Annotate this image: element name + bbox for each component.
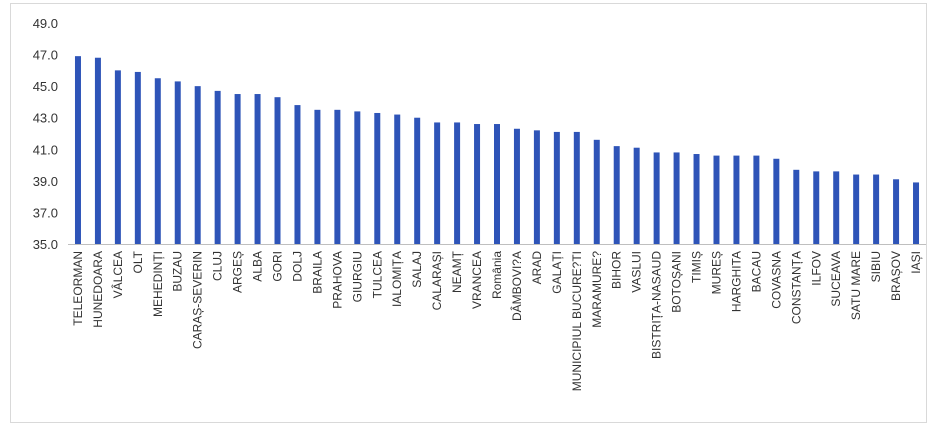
category-label: GIURGIU [350, 251, 364, 302]
bar [294, 105, 301, 244]
bar [533, 130, 540, 244]
bar [653, 152, 660, 244]
category-label: MUREȘ [709, 251, 723, 294]
category-label: VRANCEA [470, 251, 484, 309]
category-label: BUZAU [171, 251, 185, 292]
bar [254, 94, 261, 245]
bar [234, 94, 241, 245]
category-label: SUCEAVA [829, 251, 843, 307]
bar [454, 122, 461, 244]
category-label: CARAȘ-SEVERIN [191, 251, 205, 349]
bar [334, 109, 341, 244]
category-label: DÂMBOVI?A [509, 251, 524, 321]
category-label: SATU MARE [849, 251, 863, 320]
y-tick-label: 41.0 [33, 142, 58, 157]
bar [394, 114, 401, 244]
category-label: BOTOȘANI [670, 251, 684, 313]
category-label: TULCEA [370, 251, 384, 298]
category-label: HUNEDOARA [91, 251, 105, 328]
category-label: ILFOV [809, 251, 823, 286]
bar [873, 174, 880, 244]
category-label: OLT [131, 250, 145, 273]
category-label: IAȘI [909, 251, 923, 274]
bar [194, 86, 201, 245]
category-label: ARAD [530, 251, 544, 285]
bar [573, 131, 580, 244]
bar [434, 122, 441, 244]
bar [414, 117, 421, 244]
category-label: NEAMȚ [450, 250, 464, 293]
category-label: ALBA [251, 251, 265, 282]
bar [913, 182, 920, 244]
category-label: România [490, 251, 504, 299]
bar [174, 81, 181, 245]
bar [314, 109, 321, 244]
bar [733, 155, 740, 244]
category-label: SALAJ [410, 251, 424, 288]
bar [813, 171, 820, 244]
category-label: BRAȘOV [889, 251, 903, 301]
category-label: GALAȚI [550, 251, 564, 294]
y-tick-label: 35.0 [33, 237, 58, 252]
category-label: BRAILA [310, 251, 324, 294]
category-label: ARGEȘ [231, 251, 245, 293]
y-tick-label: 37.0 [33, 205, 58, 220]
bar [833, 171, 840, 244]
category-label: COVASNA [769, 251, 783, 309]
bar [74, 56, 81, 245]
y-tick-label: 49.0 [33, 16, 58, 31]
category-label: TELEORMAN [71, 251, 85, 326]
bar [154, 78, 161, 244]
category-label: VASLUI [630, 251, 644, 293]
bar [94, 57, 101, 244]
category-label: CLUJ [211, 251, 225, 281]
bar [374, 112, 381, 244]
bar [494, 124, 500, 244]
category-label: SIBIU [869, 251, 883, 282]
category-label: CONSTANȚA [789, 251, 803, 324]
category-label: CALARAȘI [430, 251, 444, 310]
category-label: BIHOR [610, 251, 624, 289]
y-tick-label: 45.0 [33, 79, 58, 94]
bar [713, 155, 720, 244]
bar [613, 146, 620, 244]
bar [134, 71, 141, 244]
bar [354, 111, 361, 245]
category-label: VÂLCEA [110, 251, 125, 298]
y-tick-label: 39.0 [33, 174, 58, 189]
category-label: HARGHITA [729, 251, 743, 312]
category-label: GORI [271, 251, 285, 282]
category-label: MEHEDINȚI [151, 251, 165, 317]
bar [274, 97, 281, 244]
bar [693, 154, 700, 244]
bar [513, 128, 520, 244]
y-tick-label: 43.0 [33, 111, 58, 126]
category-label: BISTRIȚA-NASAUD [650, 251, 664, 359]
bar [553, 131, 560, 244]
bar [673, 152, 680, 244]
bar [853, 174, 860, 244]
category-label: BACAU [749, 251, 763, 292]
bar [753, 155, 760, 244]
category-label: TIMIȘ [690, 251, 704, 283]
y-tick-label: 47.0 [33, 48, 58, 63]
category-label: MUNICIPIUL BUCURE?TI [570, 251, 584, 391]
bar [593, 139, 600, 244]
bar [793, 169, 800, 244]
category-label: PRAHOVA [330, 251, 344, 309]
bar [773, 158, 780, 244]
category-label: DOLJ [290, 251, 304, 282]
bar [114, 70, 121, 244]
category-label: MARAMURE? [590, 251, 604, 328]
bar [893, 179, 900, 244]
bar [633, 147, 640, 244]
bar [474, 124, 481, 244]
bar [214, 90, 221, 244]
category-label: IALOMIȚA [390, 251, 404, 307]
